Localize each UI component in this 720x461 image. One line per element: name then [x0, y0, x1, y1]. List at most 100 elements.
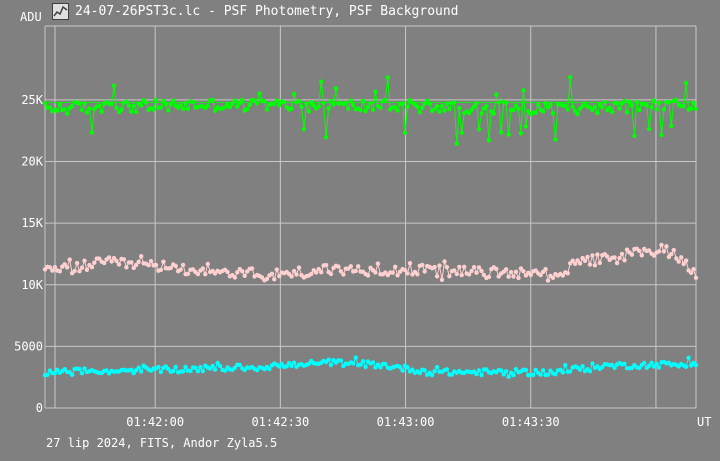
data-point — [587, 262, 593, 267]
data-point — [378, 105, 383, 110]
data-point — [69, 372, 75, 377]
data-point — [97, 103, 102, 108]
data-point — [595, 252, 600, 257]
data-point — [600, 364, 605, 370]
data-point — [210, 97, 215, 103]
data-point — [279, 361, 284, 367]
data-point — [348, 264, 353, 269]
data-point — [661, 107, 667, 112]
data-point — [343, 100, 348, 106]
data-point — [193, 365, 198, 370]
data-point — [681, 103, 686, 109]
data-point — [499, 130, 504, 135]
data-point — [479, 111, 484, 116]
data-point — [203, 272, 208, 277]
data-point — [232, 365, 238, 370]
data-point — [674, 97, 679, 103]
data-point — [420, 262, 425, 268]
data-point — [563, 363, 568, 368]
data-point — [358, 362, 363, 367]
data-point — [291, 360, 297, 365]
data-point — [612, 255, 617, 260]
data-point — [521, 88, 526, 93]
data-point — [254, 101, 260, 106]
data-point — [158, 267, 164, 273]
data-point — [610, 109, 615, 115]
data-point — [383, 361, 388, 367]
data-point — [121, 257, 127, 262]
data-point — [442, 108, 447, 113]
data-point — [511, 107, 516, 113]
data-point — [57, 269, 62, 274]
data-point — [439, 277, 445, 282]
series-line — [44, 77, 697, 144]
data-point — [99, 109, 104, 114]
data-point — [341, 272, 346, 277]
data-point — [42, 100, 48, 106]
data-point — [462, 264, 467, 269]
data-point — [469, 268, 474, 274]
data-point — [126, 103, 131, 108]
data-point — [627, 99, 632, 104]
data-point — [590, 107, 595, 113]
data-point — [503, 100, 509, 106]
data-point — [69, 103, 75, 109]
data-point — [459, 130, 464, 135]
data-point — [540, 109, 546, 114]
data-point — [77, 101, 82, 106]
data-point — [395, 273, 400, 278]
data-point — [624, 110, 630, 115]
data-point — [693, 106, 699, 112]
data-point — [442, 259, 447, 264]
data-point — [139, 254, 144, 259]
data-point — [84, 267, 90, 272]
data-point — [466, 111, 472, 116]
data-point — [82, 258, 87, 263]
data-point — [550, 111, 556, 116]
data-point — [545, 105, 551, 110]
data-point — [370, 107, 376, 112]
data-point — [111, 255, 117, 261]
x-tick-label: 01:42:30 — [251, 415, 309, 429]
data-point — [161, 259, 166, 264]
footer-info: 27 lip 2024, FITS, Andor Zyla5.5 — [46, 436, 278, 450]
data-point — [573, 108, 578, 114]
data-point — [661, 249, 667, 254]
data-point — [134, 262, 139, 268]
data-point — [373, 270, 378, 275]
data-point — [506, 274, 511, 279]
data-point — [570, 258, 575, 263]
data-point — [326, 357, 331, 362]
data-point — [358, 107, 363, 113]
data-point — [309, 271, 314, 277]
data-point — [277, 273, 282, 279]
x-tick-label: 01:43:00 — [377, 415, 435, 429]
data-point — [597, 102, 602, 107]
data-point — [321, 100, 326, 106]
data-point — [629, 103, 635, 108]
data-point — [77, 366, 82, 372]
data-point — [452, 268, 457, 273]
y-tick-label: 20K — [21, 155, 43, 169]
data-point — [444, 265, 450, 270]
data-point — [284, 364, 289, 369]
data-point — [659, 242, 664, 248]
data-point — [62, 107, 67, 112]
data-point — [161, 98, 166, 104]
data-point — [452, 100, 457, 105]
data-point — [77, 269, 82, 274]
data-point — [469, 107, 474, 112]
data-point — [533, 110, 538, 116]
data-point — [173, 263, 178, 269]
data-point — [291, 268, 297, 274]
data-point — [632, 133, 637, 139]
data-point — [553, 372, 558, 377]
data-point — [568, 75, 573, 80]
data-point — [513, 367, 519, 372]
data-point — [548, 102, 553, 107]
data-point — [282, 100, 287, 105]
data-point — [205, 103, 210, 109]
data-point — [466, 272, 472, 277]
data-point — [575, 258, 580, 263]
